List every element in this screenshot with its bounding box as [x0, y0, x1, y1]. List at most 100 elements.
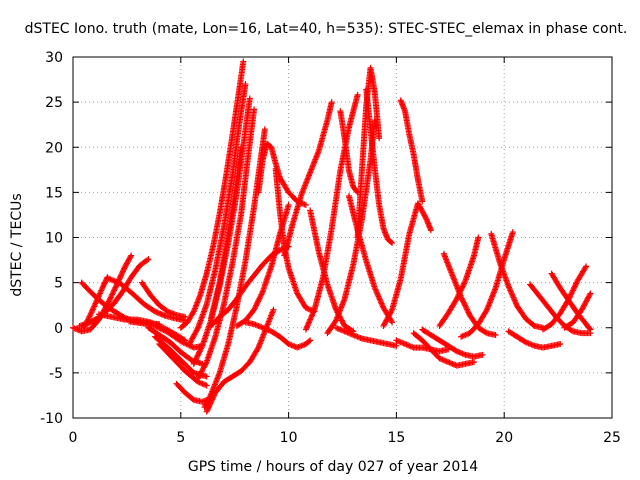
- data-point: [189, 309, 196, 316]
- y-tick-labels: -10 -5 0 5 10 15 20 25 30: [40, 50, 63, 427]
- data-point: [285, 202, 292, 209]
- arc-16: [195, 106, 258, 382]
- arc-2: [76, 256, 152, 329]
- data-point: [256, 295, 263, 302]
- data-point: [254, 345, 261, 352]
- y-tick-label: 20: [45, 140, 63, 156]
- data-point: [257, 294, 264, 301]
- data-point: [107, 294, 114, 301]
- data-point: [203, 408, 210, 415]
- data-point: [192, 356, 199, 363]
- data-point: [204, 407, 211, 414]
- x-tick-label: 20: [495, 430, 513, 446]
- data-point: [194, 352, 201, 359]
- data-point: [106, 297, 113, 304]
- data-point: [354, 91, 361, 98]
- arc-25: [281, 99, 335, 259]
- data-point: [211, 392, 218, 399]
- y-axis-label: dSTEC / TECUs: [9, 193, 25, 296]
- arc-20: [207, 144, 245, 322]
- arc-8: [138, 279, 189, 320]
- y-tick-label: 15: [45, 185, 63, 201]
- data-point: [203, 382, 210, 389]
- x-tick-labels: 0 5 10 15 20 25: [69, 430, 621, 446]
- data-point: [242, 81, 249, 88]
- data-point: [109, 291, 116, 298]
- y-tick-label: 25: [45, 95, 63, 111]
- data-point: [253, 302, 260, 309]
- data-point: [117, 273, 124, 280]
- data-point: [118, 271, 125, 278]
- data-point: [307, 337, 314, 344]
- data-markers: [70, 58, 594, 415]
- data-point: [127, 253, 134, 260]
- y-tick-label: 30: [45, 50, 63, 66]
- data-point: [261, 126, 268, 133]
- data-point: [145, 256, 152, 263]
- data-point: [205, 404, 212, 411]
- data-point: [208, 397, 215, 404]
- data-point: [252, 303, 259, 310]
- x-tick-label: 15: [387, 430, 405, 446]
- data-point: [144, 257, 151, 264]
- data-point: [196, 348, 203, 355]
- arc-11: [156, 340, 210, 389]
- data-point: [306, 338, 313, 345]
- data-point: [197, 346, 204, 353]
- arc-27: [307, 207, 357, 335]
- data-point: [198, 345, 205, 352]
- data-point: [328, 99, 335, 106]
- data-point: [111, 287, 118, 294]
- data-point: [105, 298, 112, 305]
- data-point: [204, 405, 211, 412]
- arc-18: [203, 306, 277, 415]
- data-point: [259, 290, 266, 297]
- data-point: [202, 360, 209, 367]
- data-point: [257, 292, 264, 299]
- data-point: [270, 306, 277, 313]
- chart-title: dSTEC Iono. truth (mate, Lon=16, Lat=40,…: [25, 21, 628, 37]
- x-tick-label: 0: [69, 430, 78, 446]
- arc-14: [186, 81, 249, 347]
- data-point: [255, 298, 262, 305]
- data-point: [112, 284, 119, 291]
- x-tick-label: 25: [603, 430, 621, 446]
- data-point: [193, 355, 200, 362]
- data-point: [258, 291, 265, 298]
- arc-7: [104, 275, 189, 324]
- y-tick-label: -5: [49, 366, 63, 382]
- x-axis-label: GPS time / hours of day 027 of year 2014: [188, 459, 478, 475]
- data-point: [254, 299, 261, 306]
- y-tick-label: -10: [40, 411, 63, 427]
- data-point: [251, 106, 258, 113]
- data-point: [206, 403, 213, 410]
- data-point: [255, 296, 262, 303]
- data-point: [118, 272, 125, 279]
- data-point: [251, 305, 258, 312]
- data-point: [198, 344, 205, 351]
- data-point: [194, 326, 201, 333]
- axis-ticks: [72, 56, 613, 419]
- data-point: [107, 295, 114, 302]
- data-point: [210, 393, 217, 400]
- data-point: [109, 290, 116, 297]
- data-point: [206, 401, 213, 408]
- data-point: [128, 252, 135, 259]
- data-point: [207, 399, 214, 406]
- data-point: [302, 202, 309, 209]
- data-point: [251, 306, 258, 313]
- data-point: [191, 359, 198, 366]
- data-point: [253, 301, 260, 308]
- data-point: [192, 358, 199, 365]
- arc-23: [242, 319, 314, 351]
- data-point: [119, 268, 126, 275]
- data-point: [240, 58, 247, 65]
- y-tick-label: 10: [45, 231, 63, 247]
- data-point: [116, 275, 123, 282]
- data-point: [120, 266, 127, 273]
- x-tick-label: 10: [280, 430, 298, 446]
- data-point: [203, 373, 210, 380]
- y-tick-label: 5: [54, 276, 63, 292]
